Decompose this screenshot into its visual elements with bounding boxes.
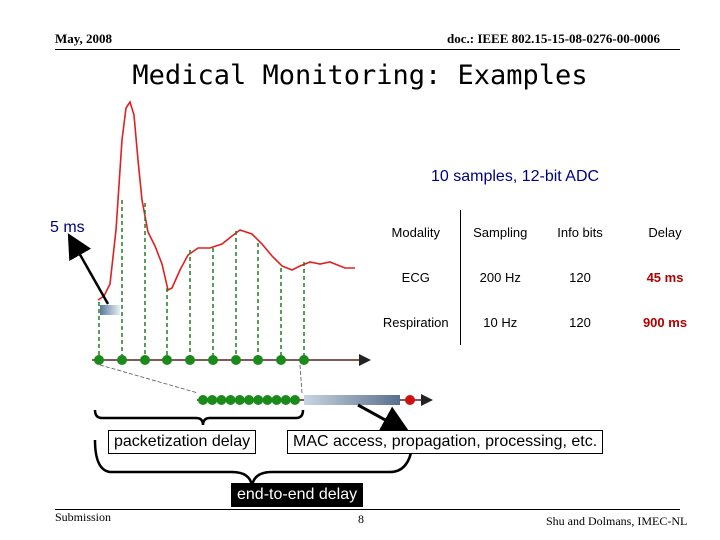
sample-dot (231, 355, 241, 365)
packet-dot (234, 395, 245, 405)
packet-dot (244, 395, 254, 405)
modality-table: Modality Sampling Info bits Delay ECG 20… (372, 210, 710, 345)
footer-rule (55, 509, 680, 510)
mac-access-box: MAC access, propagation, processing, etc… (287, 430, 604, 454)
packet-dot (271, 395, 282, 405)
sample-dot (253, 355, 263, 365)
header-rule (55, 49, 680, 50)
packet-dot (198, 395, 208, 405)
sample-dot (94, 355, 104, 365)
cell-delay: 900 ms (642, 315, 688, 330)
packetization-delay-box: packetization delay (108, 430, 257, 454)
packet-dot (280, 395, 291, 405)
slide-title: Medical Monitoring: Examples (132, 60, 588, 91)
cell-info-bits: 120 (569, 270, 591, 285)
sample-dot (276, 355, 286, 365)
cell-sampling: 10 Hz (483, 315, 518, 330)
packet-dot (216, 395, 227, 405)
header-modality: Modality (372, 210, 461, 255)
packet-dot (253, 395, 264, 405)
sample-dot (162, 355, 172, 365)
sample-dot (185, 355, 195, 365)
header-date: May, 2008 (55, 31, 113, 46)
sample-interval-bar (100, 305, 120, 315)
sample-dot (208, 355, 218, 365)
sample-dot (299, 355, 309, 365)
interval-arrow (67, 233, 110, 305)
packetization-brace (93, 409, 305, 426)
footer-page-number: 8 (358, 512, 364, 526)
cell-modality: ECG (372, 255, 461, 300)
end-to-end-delay-box: end-to-end delay (231, 483, 364, 507)
header-doc-id: doc.: IEEE 802.15-15-08-0276-00-0006 (447, 31, 661, 46)
cell-info-bits: 120 (569, 315, 591, 330)
cell-sampling: 200 Hz (479, 270, 521, 285)
footer-submission: Submission (55, 510, 112, 524)
sample-dot (117, 355, 127, 365)
mac-arrow (357, 403, 412, 435)
sampling-subtitle: 10 samples, 12-bit ADC (431, 168, 600, 185)
table-row: ECG 200 Hz 120 45 ms (372, 255, 710, 300)
header-sampling: Sampling (473, 225, 528, 240)
packet-dot (290, 395, 300, 405)
header-delay: Delay (648, 225, 682, 240)
footer-author: Shu and Dolmans, IMEC-NL (546, 514, 688, 528)
received-dot (405, 395, 415, 405)
interval-label: 5 ms (50, 219, 85, 236)
cell-delay: 45 ms (646, 270, 684, 285)
cell-modality: Respiration (372, 300, 461, 345)
projection-line-right (299, 364, 303, 394)
packet-dot (225, 395, 236, 405)
sample-dot (140, 355, 150, 365)
signal-waveform (97, 100, 355, 301)
projection-line-left (99, 364, 199, 394)
packet-dot (262, 395, 273, 405)
table-row: Respiration 10 Hz 120 900 ms (372, 300, 710, 345)
packet-dot (207, 395, 218, 405)
mac-delay-bar (304, 395, 400, 405)
table-header-row: Modality Sampling Info bits Delay (372, 210, 710, 255)
header-info-bits: Info bits (557, 225, 603, 240)
